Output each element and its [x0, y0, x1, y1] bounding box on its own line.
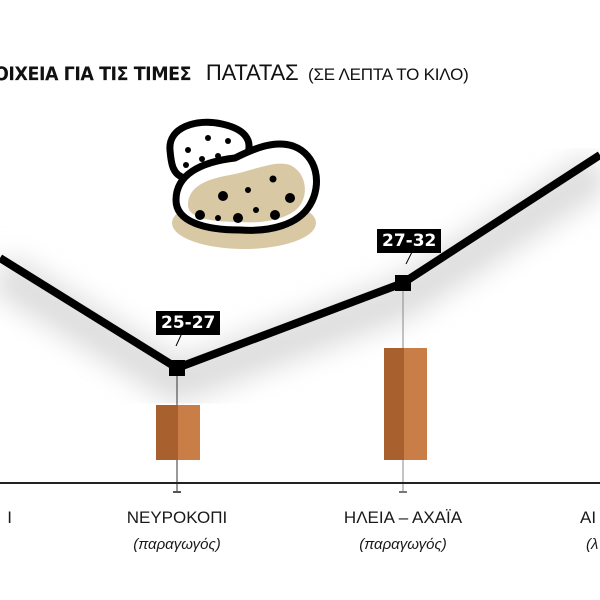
x-label-name: ΑΙ: [580, 508, 597, 527]
line-shadow: [0, 153, 600, 405]
x-label-role: (λ: [586, 536, 599, 553]
value-label-neurokopi: 25-27: [156, 311, 221, 335]
marker-ileia: [395, 275, 411, 291]
bar-neurokopi: [156, 405, 200, 460]
bar-ileia-achaia: [384, 348, 427, 460]
pointer-ileia: [405, 251, 413, 265]
value-label-ileia: 27-32: [377, 229, 442, 253]
x-label-ileia-achaia: ΗΛΕΙΑ – ΑΧΑΪΑ (παραγωγός): [303, 508, 503, 553]
x-label-role: (παραγωγός): [133, 536, 221, 553]
price-line: [0, 151, 600, 373]
x-label-name: ΝΕΥΡΟΚΟΠΙ: [126, 508, 228, 527]
title-light: ΠΑΤΑΤΑΣ: [205, 60, 299, 85]
title-unit: (ΣΕ ΛΕΠΤΑ ΤΟ ΚΙΛΟ): [308, 65, 469, 84]
x-label-left: Ι: [7, 508, 12, 527]
chart-title: ΟΙΧΕΙΑ ΓΙΑ ΤΙΣ ΤΙΜΕΣ ΠΑΤΑΤΑΣ (ΣΕ ΛΕΠΤΑ Τ…: [0, 60, 469, 86]
pointer-neurokopi: [175, 332, 183, 347]
x-label-right: ΑΙ (λ: [580, 508, 600, 553]
x-label-role: (παραγωγός): [359, 536, 447, 553]
title-bold: ΟΙΧΕΙΑ ΓΙΑ ΤΙΣ ΤΙΜΕΣ: [0, 63, 192, 85]
x-label-name: ΗΛΕΙΑ – ΑΧΑΪΑ: [343, 508, 463, 527]
marker-neurokopi: [169, 360, 185, 376]
potato-icon: [166, 118, 320, 249]
x-label-neurokopi: ΝΕΥΡΟΚΟΠΙ (παραγωγός): [77, 508, 277, 553]
